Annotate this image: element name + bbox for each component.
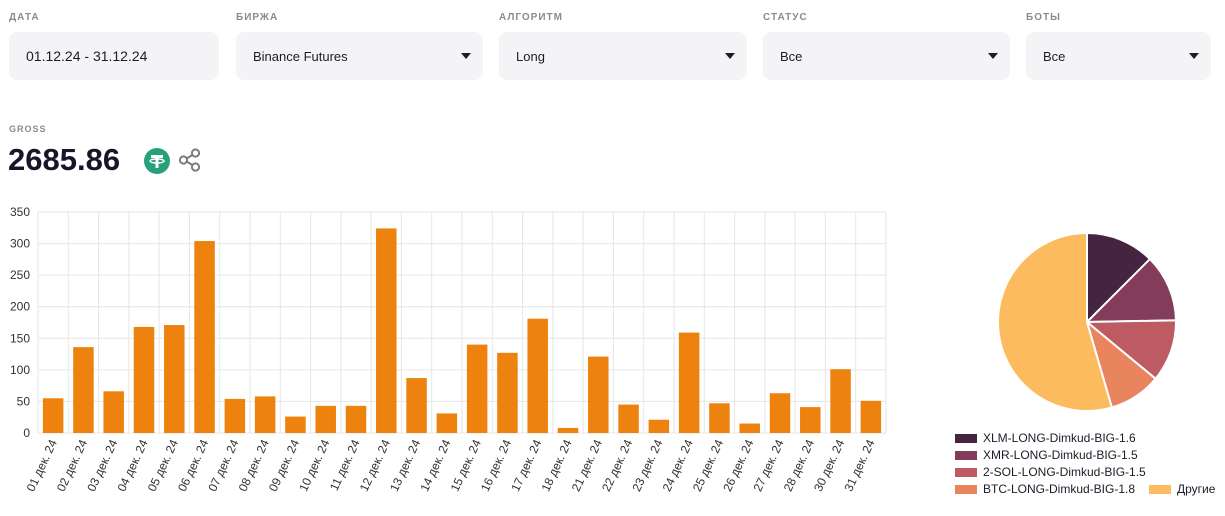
y-tick-label: 50	[17, 394, 31, 408]
date-range-value: 01.12.24 - 31.12.24	[26, 48, 148, 64]
bar[interactable]	[678, 332, 700, 433]
bar[interactable]	[466, 344, 488, 433]
bar[interactable]	[376, 228, 397, 433]
bots-select[interactable]: Все	[1026, 32, 1211, 80]
legend-label: 2-SOL-LONG-Dimkud-BIG-1.5	[983, 465, 1146, 479]
bar[interactable]	[709, 403, 730, 433]
pie-chart	[997, 231, 1178, 412]
y-tick-label: 150	[10, 331, 30, 345]
bar[interactable]	[830, 369, 851, 433]
legend-swatch	[955, 450, 977, 460]
y-tick-label: 100	[10, 363, 30, 377]
legend-item[interactable]: 2-SOL-LONG-Dimkud-BIG-1.5	[955, 465, 1146, 479]
gross-label: GROSS	[9, 124, 47, 134]
algorithm-select[interactable]: Long	[499, 32, 747, 80]
bar[interactable]	[194, 241, 215, 433]
legend-swatch	[955, 433, 977, 443]
y-tick-label: 350	[10, 205, 30, 219]
bar[interactable]	[557, 427, 579, 433]
bots-value: Все	[1043, 48, 1066, 64]
status-value: Все	[780, 48, 803, 64]
legend-label: BTC-LONG-Dimkud-BIG-1.8	[983, 482, 1136, 496]
pie-slice[interactable]	[1086, 231, 1152, 325]
y-tick-label: 300	[10, 237, 30, 251]
caret-down-icon	[725, 53, 735, 59]
y-tick-label: 0	[23, 426, 30, 440]
filter-label-status: СТАТУС	[763, 12, 808, 23]
y-tick-label: 250	[10, 268, 30, 282]
caret-down-icon	[1189, 53, 1199, 59]
y-tick-label: 200	[10, 300, 30, 314]
bar[interactable]	[254, 396, 276, 433]
bar[interactable]	[800, 407, 821, 433]
gross-value: 2685.86	[8, 142, 121, 177]
bar[interactable]	[103, 391, 124, 433]
filter-label-bots: БОТЫ	[1026, 12, 1061, 23]
bar[interactable]	[133, 326, 155, 433]
bar[interactable]	[406, 378, 427, 433]
exchange-select[interactable]: Binance Futures	[236, 32, 483, 80]
legend-label: Другие	[1177, 482, 1216, 496]
legend-item[interactable]: Другие	[1149, 482, 1215, 496]
bar[interactable]	[618, 404, 639, 433]
pie-slice[interactable]	[997, 231, 1114, 412]
bar[interactable]	[860, 400, 882, 433]
legend-label: XMR-LONG-Dimkud-BIG-1.5	[983, 448, 1138, 462]
legend-swatch	[1149, 484, 1171, 494]
filter-label-date: ДАТА	[9, 12, 40, 23]
bar[interactable]	[345, 405, 367, 433]
bar[interactable]	[224, 398, 246, 433]
bar[interactable]	[769, 393, 791, 433]
algorithm-value: Long	[516, 48, 545, 64]
date-range-input[interactable]: 01.12.24 - 31.12.24	[9, 32, 219, 80]
caret-down-icon	[988, 53, 998, 59]
bar[interactable]	[497, 352, 518, 433]
bar[interactable]	[436, 413, 458, 433]
exchange-value: Binance Futures	[253, 48, 348, 64]
bar[interactable]	[285, 416, 306, 433]
bar[interactable]	[73, 347, 94, 433]
bar[interactable]	[739, 423, 760, 433]
pie-slice[interactable]	[1084, 319, 1177, 381]
tether-usdt-icon	[144, 148, 170, 174]
status-select[interactable]: Все	[763, 32, 1010, 80]
bar[interactable]	[588, 356, 609, 433]
caret-down-icon	[461, 53, 471, 59]
share-icon[interactable]	[176, 146, 204, 174]
filter-label-exchange: БИРЖА	[236, 12, 279, 23]
legend-swatch	[955, 484, 977, 494]
pie-slice[interactable]	[1084, 257, 1178, 324]
legend-item[interactable]: XLM-LONG-Dimkud-BIG-1.6	[955, 431, 1136, 445]
bar[interactable]	[315, 405, 336, 433]
x-tick-label: 31 дек. 24	[841, 437, 877, 494]
bar[interactable]	[42, 398, 64, 433]
bar[interactable]	[164, 325, 185, 433]
legend-item[interactable]: XMR-LONG-Dimkud-BIG-1.5	[955, 448, 1138, 462]
legend-label: XLM-LONG-Dimkud-BIG-1.6	[983, 431, 1136, 445]
bar[interactable]	[648, 419, 670, 433]
legend-swatch	[955, 467, 977, 477]
legend-item[interactable]: BTC-LONG-Dimkud-BIG-1.8	[955, 482, 1135, 496]
filter-label-algorithm: АЛГОРИТМ	[499, 12, 563, 23]
bar[interactable]	[527, 318, 548, 433]
